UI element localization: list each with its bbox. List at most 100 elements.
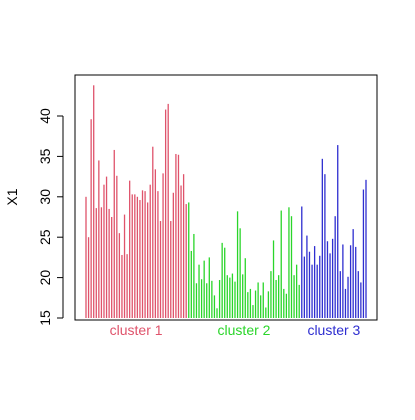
bar	[324, 174, 326, 318]
bar	[200, 279, 203, 318]
bar	[105, 176, 108, 318]
bar	[306, 235, 308, 318]
bar	[352, 229, 354, 318]
y-tick-label: 25	[37, 229, 53, 245]
y-tick-label: 15	[37, 310, 53, 326]
bar	[157, 191, 159, 318]
bar	[313, 246, 316, 318]
bar	[123, 214, 126, 318]
bar	[365, 179, 367, 318]
bar	[293, 275, 295, 318]
plot-frame	[74, 74, 378, 321]
bar	[344, 288, 347, 318]
bar	[298, 284, 300, 318]
y-tick-label: 35	[37, 148, 53, 164]
bar	[98, 160, 100, 318]
bar	[103, 184, 105, 318]
y-tick-label: 40	[37, 108, 53, 124]
bar	[172, 192, 174, 318]
bar	[100, 207, 103, 318]
y-axis: 15 20 25 30 35 40	[37, 108, 64, 326]
bar	[326, 241, 329, 318]
bar	[147, 202, 149, 318]
bar	[198, 264, 200, 318]
group-label-2: cluster 2	[218, 322, 271, 338]
bar	[321, 158, 323, 318]
bar	[229, 277, 231, 318]
bar	[339, 271, 341, 318]
bar	[247, 292, 249, 318]
y-tick-label: 20	[37, 270, 53, 286]
bar	[149, 184, 151, 318]
group-label-1: cluster 1	[110, 322, 163, 338]
bar	[316, 264, 318, 318]
bar	[231, 273, 234, 318]
bar	[162, 173, 164, 318]
bar	[90, 119, 92, 318]
bar	[303, 256, 305, 318]
bar	[224, 247, 226, 318]
bar	[272, 240, 275, 318]
bar	[85, 196, 87, 318]
bar	[136, 196, 139, 318]
bar	[177, 154, 180, 318]
group-labels: cluster 1 cluster 2 cluster 3	[110, 322, 361, 338]
bar	[185, 204, 187, 318]
bar	[249, 288, 252, 318]
bar	[144, 191, 146, 318]
bar	[126, 254, 128, 318]
bar	[167, 103, 169, 318]
bar	[283, 288, 285, 318]
bar	[131, 194, 133, 318]
bar	[226, 275, 228, 318]
bar	[182, 174, 185, 318]
bar	[262, 282, 264, 318]
bar	[337, 145, 339, 318]
bar	[234, 281, 236, 318]
bar	[152, 146, 154, 318]
bar	[288, 207, 290, 318]
bar	[301, 206, 303, 318]
bar	[349, 245, 352, 318]
bar	[193, 233, 195, 318]
bar	[221, 242, 223, 318]
bar	[87, 237, 90, 318]
bar	[213, 295, 216, 318]
bar	[190, 250, 192, 318]
bar	[116, 175, 118, 318]
bar	[270, 271, 272, 318]
bar	[236, 211, 239, 318]
bar	[164, 109, 167, 318]
bar	[113, 149, 115, 318]
bar	[360, 282, 362, 318]
y-axis-title: X1	[4, 188, 20, 205]
bar	[285, 293, 288, 318]
bar	[355, 246, 357, 318]
bar	[334, 216, 336, 318]
bar	[295, 264, 298, 318]
bar	[267, 291, 270, 318]
bar	[347, 276, 349, 318]
bar	[357, 271, 359, 318]
bar	[159, 221, 162, 318]
bar	[218, 280, 221, 318]
bar	[170, 221, 172, 318]
bar	[265, 307, 267, 318]
bar	[180, 185, 182, 318]
bar	[362, 189, 365, 318]
bar	[121, 254, 123, 318]
bar	[252, 305, 254, 318]
bar	[342, 244, 344, 318]
bar	[290, 216, 293, 318]
bar	[260, 295, 262, 318]
bar	[242, 274, 244, 318]
bar	[111, 217, 113, 318]
bar	[331, 238, 334, 318]
bar	[188, 202, 190, 318]
bar	[195, 283, 198, 318]
bar	[216, 308, 218, 318]
bar	[206, 283, 208, 318]
bar	[139, 200, 141, 318]
